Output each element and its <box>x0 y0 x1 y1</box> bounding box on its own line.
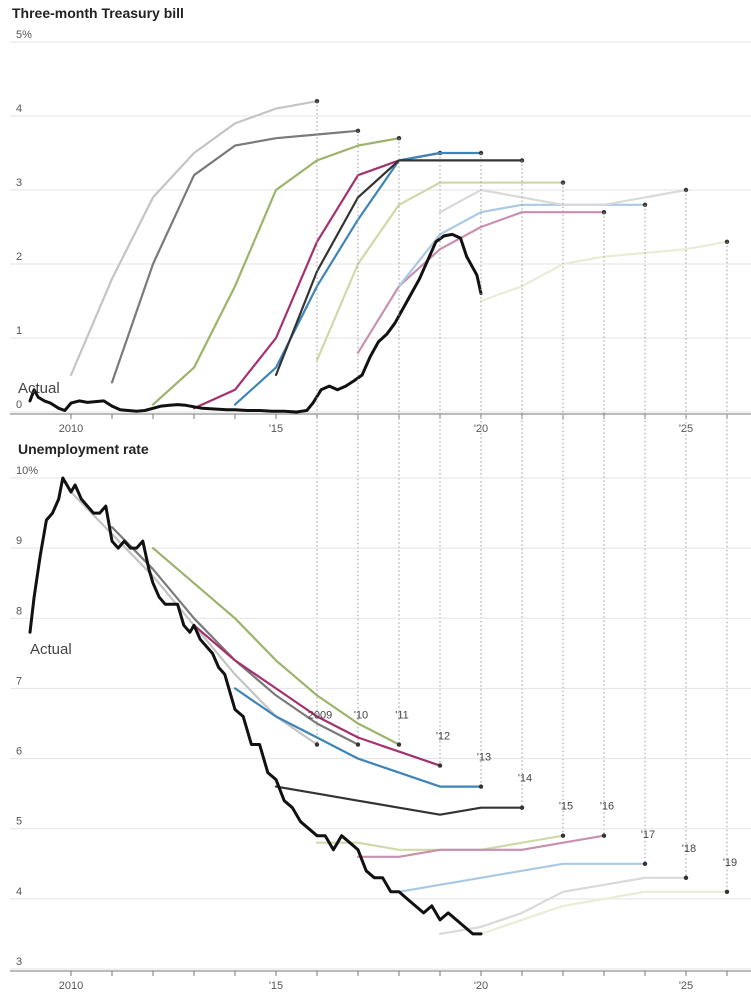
unemployment-y-tick-label: 10% <box>16 465 38 477</box>
unemployment-y-tick-label: 7 <box>16 675 22 687</box>
unemployment-chart-title: Unemployment rate <box>18 441 149 457</box>
unemployment-forecast-line <box>397 862 647 893</box>
unemployment-forecast-line <box>479 890 729 936</box>
unemployment-forecast-endpoint <box>642 861 648 866</box>
unemployment-forecast-endpoint <box>601 833 607 838</box>
treasury-y-tick-label: 4 <box>16 103 22 115</box>
unemployment-forecast-line <box>274 785 524 816</box>
unemployment-y-tick-label: 8 <box>16 605 22 617</box>
treasury-x-tick-label: '15 <box>269 423 283 435</box>
treasury-actual-series <box>28 232 483 414</box>
vintage-label: '11 <box>395 710 409 722</box>
vintage-label: '14 <box>518 773 532 785</box>
treasury-chart-title: Three-month Treasury bill <box>12 5 184 21</box>
unemployment-forecast-line <box>192 624 442 767</box>
vintage-label: 2009 <box>308 710 332 722</box>
vintage-label: '17 <box>641 829 655 841</box>
treasury-y-tick-label: 3 <box>16 177 22 189</box>
vintage-label: '19 <box>723 857 737 869</box>
vintage-label: '13 <box>477 752 491 764</box>
vintage-labels: 2009 '10 '11 '12 '13 '14 '15 '16 '17 '18 '19 <box>308 710 737 869</box>
unemployment-x-tick-label: '15 <box>269 980 283 992</box>
unemployment-forecast-endpoint <box>314 742 320 747</box>
vintage-label: '12 <box>436 731 450 743</box>
unemployment-forecast-line <box>151 546 401 746</box>
unemployment-actual-series <box>28 476 483 936</box>
unemployment-x-tick-label: '20 <box>474 980 488 992</box>
treasury-forecast-lines <box>69 99 730 410</box>
unemployment-x-tick-label: 2010 <box>59 980 83 992</box>
vintage-label: '10 <box>354 710 368 722</box>
vintage-connector-lines <box>316 101 728 892</box>
unemployment-forecast-endpoint <box>355 742 361 747</box>
unemployment-forecast-endpoint <box>724 889 730 895</box>
treasury-actual-line <box>28 232 483 414</box>
unemployment-panel: Unemployment rate 3 4 5 6 7 8 9 10% 2010 '15 '20 '… <box>10 441 751 992</box>
treasury-y-tick-label: 0 <box>16 399 22 411</box>
treasury-y-tick-label: 2 <box>16 251 22 263</box>
vintage-label: '15 <box>559 801 573 813</box>
unemployment-forecast-endpoint <box>519 805 525 810</box>
treasury-forecast-line <box>479 240 729 303</box>
unemployment-y-tick-label: 6 <box>16 746 22 758</box>
vintage-label: '18 <box>682 843 696 855</box>
unemployment-forecast-endpoint <box>478 784 484 789</box>
unemployment-forecast-line <box>233 687 483 788</box>
treasury-x-tick-label: '25 <box>679 423 693 435</box>
vintage-label: '16 <box>600 801 614 813</box>
treasury-forecast-line <box>151 137 401 406</box>
treasury-y-tick-label: 5% <box>16 29 32 41</box>
unemployment-actual-line <box>28 476 483 936</box>
treasury-bill-panel: Three-month Treasury bill 0 1 2 3 4 5% 2010 '1… <box>10 5 751 435</box>
unemployment-forecast-line <box>356 834 606 858</box>
unemployment-forecast-endpoint <box>560 833 566 838</box>
treasury-forecast-line <box>69 100 319 377</box>
treasury-forecast-line <box>110 129 360 384</box>
unemployment-actual-label: Actual <box>30 641 72 658</box>
treasury-actual-label: Actual <box>18 380 60 397</box>
unemployment-y-tick-label: 5 <box>16 816 22 828</box>
unemployment-y-tick-label: 4 <box>16 886 22 898</box>
unemployment-grid: 3 4 5 6 7 8 9 10% <box>10 465 751 970</box>
unemployment-y-tick-label: 3 <box>16 956 22 968</box>
unemployment-forecast-line <box>438 876 688 936</box>
treasury-x-tick-label: 2010 <box>59 423 83 435</box>
treasury-x-axis: 2010'15'20'25 <box>10 413 751 435</box>
unemployment-x-axis: 2010 '15 '20 '25 <box>10 970 751 992</box>
treasury-forecast-line <box>274 159 524 377</box>
unemployment-forecast-endpoint <box>396 742 402 747</box>
unemployment-y-tick-label: 9 <box>16 535 22 547</box>
unemployment-x-tick-label: '25 <box>679 980 693 992</box>
unemployment-forecast-endpoint <box>437 763 443 768</box>
unemployment-forecast-endpoint <box>683 875 689 881</box>
treasury-forecast-line <box>438 188 688 214</box>
treasury-y-tick-label: 1 <box>16 325 22 337</box>
